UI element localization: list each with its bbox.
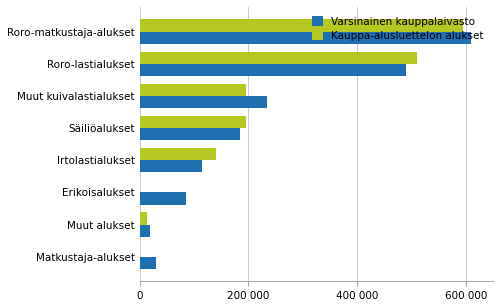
Bar [140,84,246,96]
Bar [140,257,156,269]
Bar [140,192,186,205]
Bar [140,225,150,237]
Bar [140,116,246,128]
Bar [140,64,406,76]
Bar [140,51,417,64]
Legend: Varsinainen kauppalaivasto, Kauppa-alusluettelon alukset: Varsinainen kauppalaivasto, Kauppa-alusl… [308,12,488,45]
Bar [140,160,202,172]
Bar [140,19,463,32]
Bar [140,148,216,160]
Bar [140,212,146,225]
Bar [140,96,268,108]
Bar [140,32,471,44]
Bar [140,128,240,140]
